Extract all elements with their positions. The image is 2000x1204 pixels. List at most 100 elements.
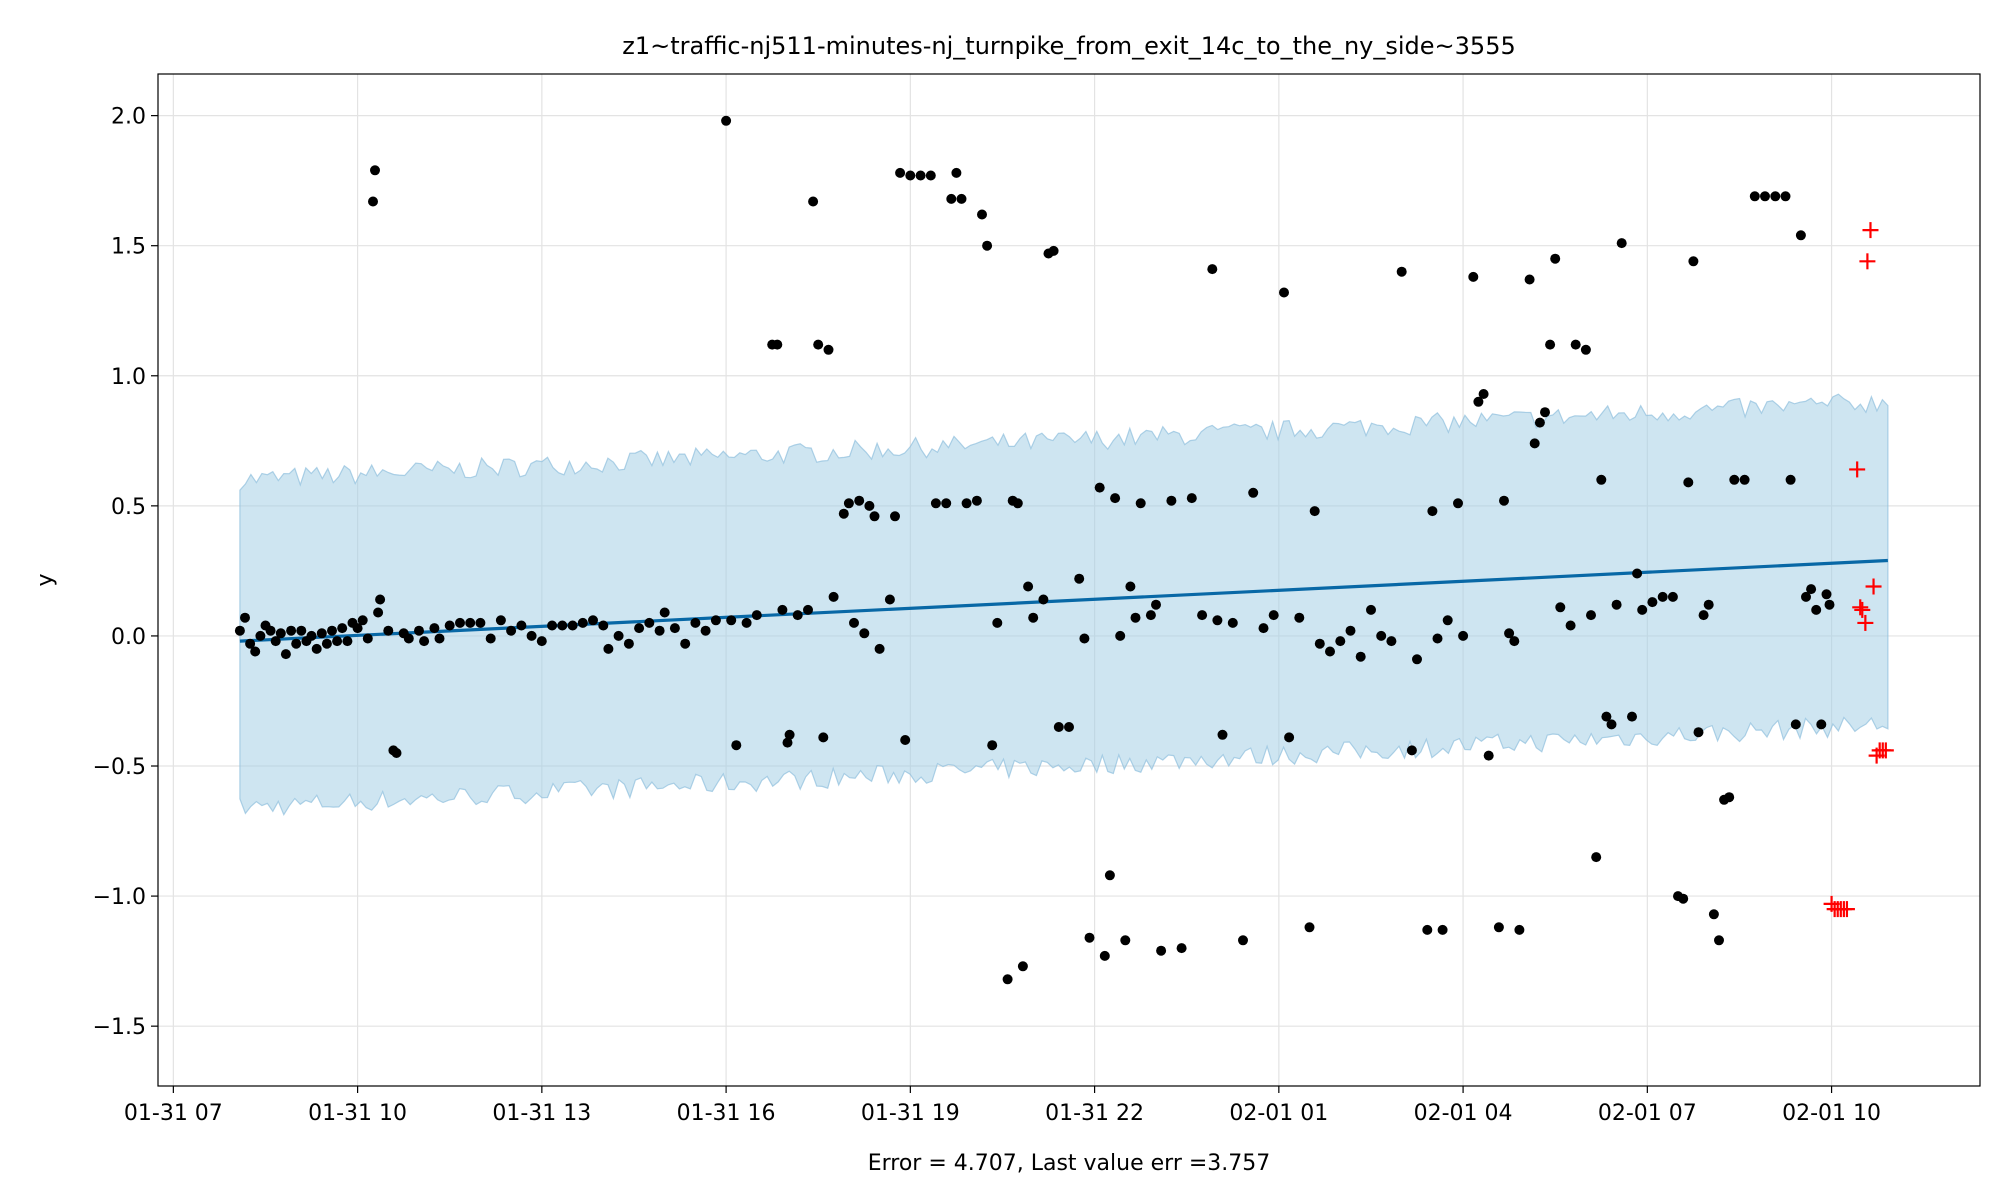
- data-point: [1115, 630, 1126, 641]
- data-point: [1437, 924, 1448, 935]
- data-point: [434, 633, 445, 644]
- data-point: [1529, 438, 1540, 449]
- data-point: [265, 625, 276, 636]
- data-point: [1294, 612, 1305, 623]
- data-point: [1698, 610, 1709, 621]
- data-point: [792, 610, 803, 621]
- data-point: [1478, 389, 1489, 399]
- data-point: [1596, 474, 1607, 485]
- data-point: [1514, 924, 1525, 935]
- data-point: [1790, 719, 1801, 730]
- data-point: [1207, 264, 1218, 275]
- data-point: [373, 607, 384, 618]
- data-point: [721, 115, 732, 126]
- data-point: [1524, 274, 1535, 285]
- x-tick-label: 02-01 01: [1229, 1101, 1328, 1126]
- data-point: [890, 511, 900, 522]
- data-point: [598, 620, 609, 631]
- data-point: [270, 636, 281, 647]
- data-point: [1824, 599, 1835, 610]
- future-point: [1857, 614, 1874, 631]
- data-point: [613, 630, 624, 641]
- y-tick-label: 0.0: [111, 625, 146, 650]
- y-tick-label: 0.5: [111, 495, 146, 520]
- data-point: [1120, 935, 1131, 946]
- y-axis-label: y: [33, 573, 58, 586]
- data-point: [1811, 604, 1822, 615]
- data-point: [828, 591, 839, 602]
- data-point: [1739, 474, 1750, 485]
- data-point: [859, 628, 870, 639]
- data-point: [1708, 909, 1719, 920]
- data-point: [342, 636, 353, 647]
- future-point: [1865, 578, 1882, 595]
- data-point: [1130, 612, 1141, 623]
- data-point: [623, 638, 634, 649]
- data-point: [1110, 493, 1121, 504]
- data-point: [1268, 610, 1279, 621]
- data-point: [1064, 722, 1074, 732]
- data-point: [971, 495, 982, 506]
- data-point: [1166, 495, 1177, 506]
- data-point: [1238, 935, 1248, 946]
- data-point: [1601, 711, 1612, 722]
- data-point: [1545, 339, 1556, 350]
- data-point: [1422, 924, 1433, 935]
- data-point: [280, 649, 291, 660]
- data-point: [1714, 935, 1724, 946]
- data-point: [772, 339, 783, 350]
- data-point: [977, 209, 987, 220]
- data-point: [370, 165, 380, 176]
- data-point: [455, 617, 465, 628]
- data-point: [1780, 191, 1791, 202]
- data-point: [311, 643, 322, 654]
- data-point: [1038, 594, 1049, 605]
- data-point: [1386, 636, 1397, 647]
- data-point: [1176, 943, 1187, 954]
- data-point: [1396, 266, 1407, 277]
- data-point: [1053, 722, 1064, 732]
- data-point: [884, 594, 895, 605]
- data-point: [1632, 568, 1643, 579]
- data-point: [941, 498, 952, 509]
- data-point: [1135, 498, 1146, 509]
- data-point: [751, 610, 762, 621]
- data-point: [915, 170, 926, 181]
- data-point: [1565, 620, 1576, 631]
- data-point: [506, 625, 517, 636]
- data-point: [1248, 487, 1259, 498]
- data-point: [1509, 636, 1520, 647]
- data-point: [588, 615, 598, 626]
- data-point: [1079, 633, 1090, 644]
- data-point: [925, 170, 936, 181]
- data-point: [1217, 729, 1228, 740]
- data-point: [1366, 604, 1376, 615]
- data-point: [1314, 638, 1325, 649]
- data-point: [1801, 591, 1811, 602]
- data-point: [332, 636, 343, 647]
- data-point: [726, 615, 737, 626]
- data-point: [1335, 636, 1346, 647]
- data-point: [1821, 589, 1832, 600]
- data-point: [1258, 623, 1269, 634]
- data-point: [245, 638, 256, 649]
- data-point: [557, 620, 568, 631]
- data-point: [1012, 498, 1023, 509]
- data-point: [391, 748, 402, 758]
- data-point: [357, 615, 368, 626]
- data-point: [784, 729, 795, 740]
- data-point: [1483, 750, 1494, 761]
- data-point: [1616, 238, 1627, 249]
- data-point: [275, 628, 286, 639]
- future-point: [1854, 601, 1871, 618]
- data-point: [547, 620, 558, 631]
- data-point: [1504, 628, 1515, 639]
- confidence-band-layer: [239, 393, 1889, 817]
- data-point: [1683, 477, 1694, 488]
- data-point: [731, 740, 742, 751]
- data-point: [495, 615, 506, 626]
- y-tick-label: 1.5: [111, 235, 146, 260]
- data-point: [1591, 852, 1602, 863]
- chart-title: z1~traffic-nj511-minutes-nj_turnpike_fro…: [622, 32, 1516, 60]
